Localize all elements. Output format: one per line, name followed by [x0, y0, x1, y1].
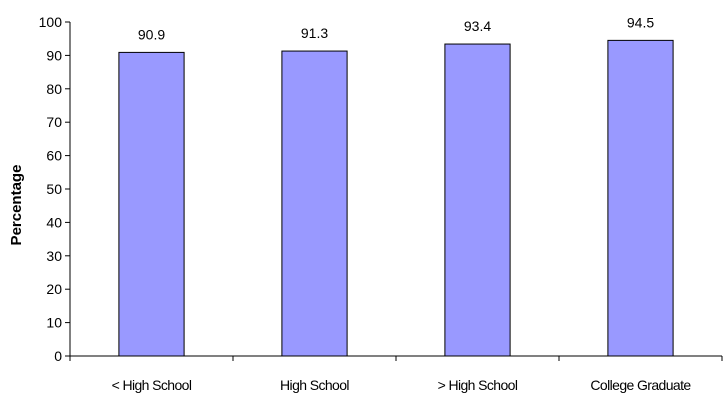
y-axis-ticks: 0 10 20 30 40 50 60 70 80 90 100: [39, 14, 70, 364]
data-labels: 90.9 91.3 93.4 94.5: [138, 14, 654, 42]
x-axis-ticks: < High School High School > High School Col…: [69, 356, 723, 393]
x-category-label: High School: [280, 377, 349, 393]
bar-value-label: 94.5: [627, 14, 654, 30]
y-tick-label: 0: [54, 348, 62, 364]
y-tick-label: 100: [39, 14, 63, 30]
y-tick-label: 30: [46, 248, 62, 264]
x-category-label: College Graduate: [590, 377, 691, 393]
y-tick-label: 20: [46, 281, 62, 297]
bar: [118, 51, 185, 357]
bar-value-label: 93.4: [464, 18, 491, 34]
bar: [444, 43, 511, 357]
y-tick-label: 50: [46, 181, 62, 197]
y-tick-label: 60: [46, 148, 62, 164]
y-tick-label: 70: [46, 114, 62, 130]
bar-value-label: 91.3: [301, 25, 328, 41]
x-category-label: > High School: [438, 377, 518, 393]
y-tick-label: 40: [46, 214, 62, 230]
bar-value-label: 90.9: [138, 26, 165, 42]
y-tick-label: 10: [46, 315, 62, 331]
y-tick-label: 90: [46, 47, 62, 63]
y-tick-label: 80: [46, 81, 62, 97]
bar: [281, 50, 348, 357]
bars: [118, 39, 674, 357]
bar: [607, 39, 674, 357]
y-axis-title: Percentage: [8, 165, 25, 246]
x-category-label: < High School: [112, 377, 192, 393]
